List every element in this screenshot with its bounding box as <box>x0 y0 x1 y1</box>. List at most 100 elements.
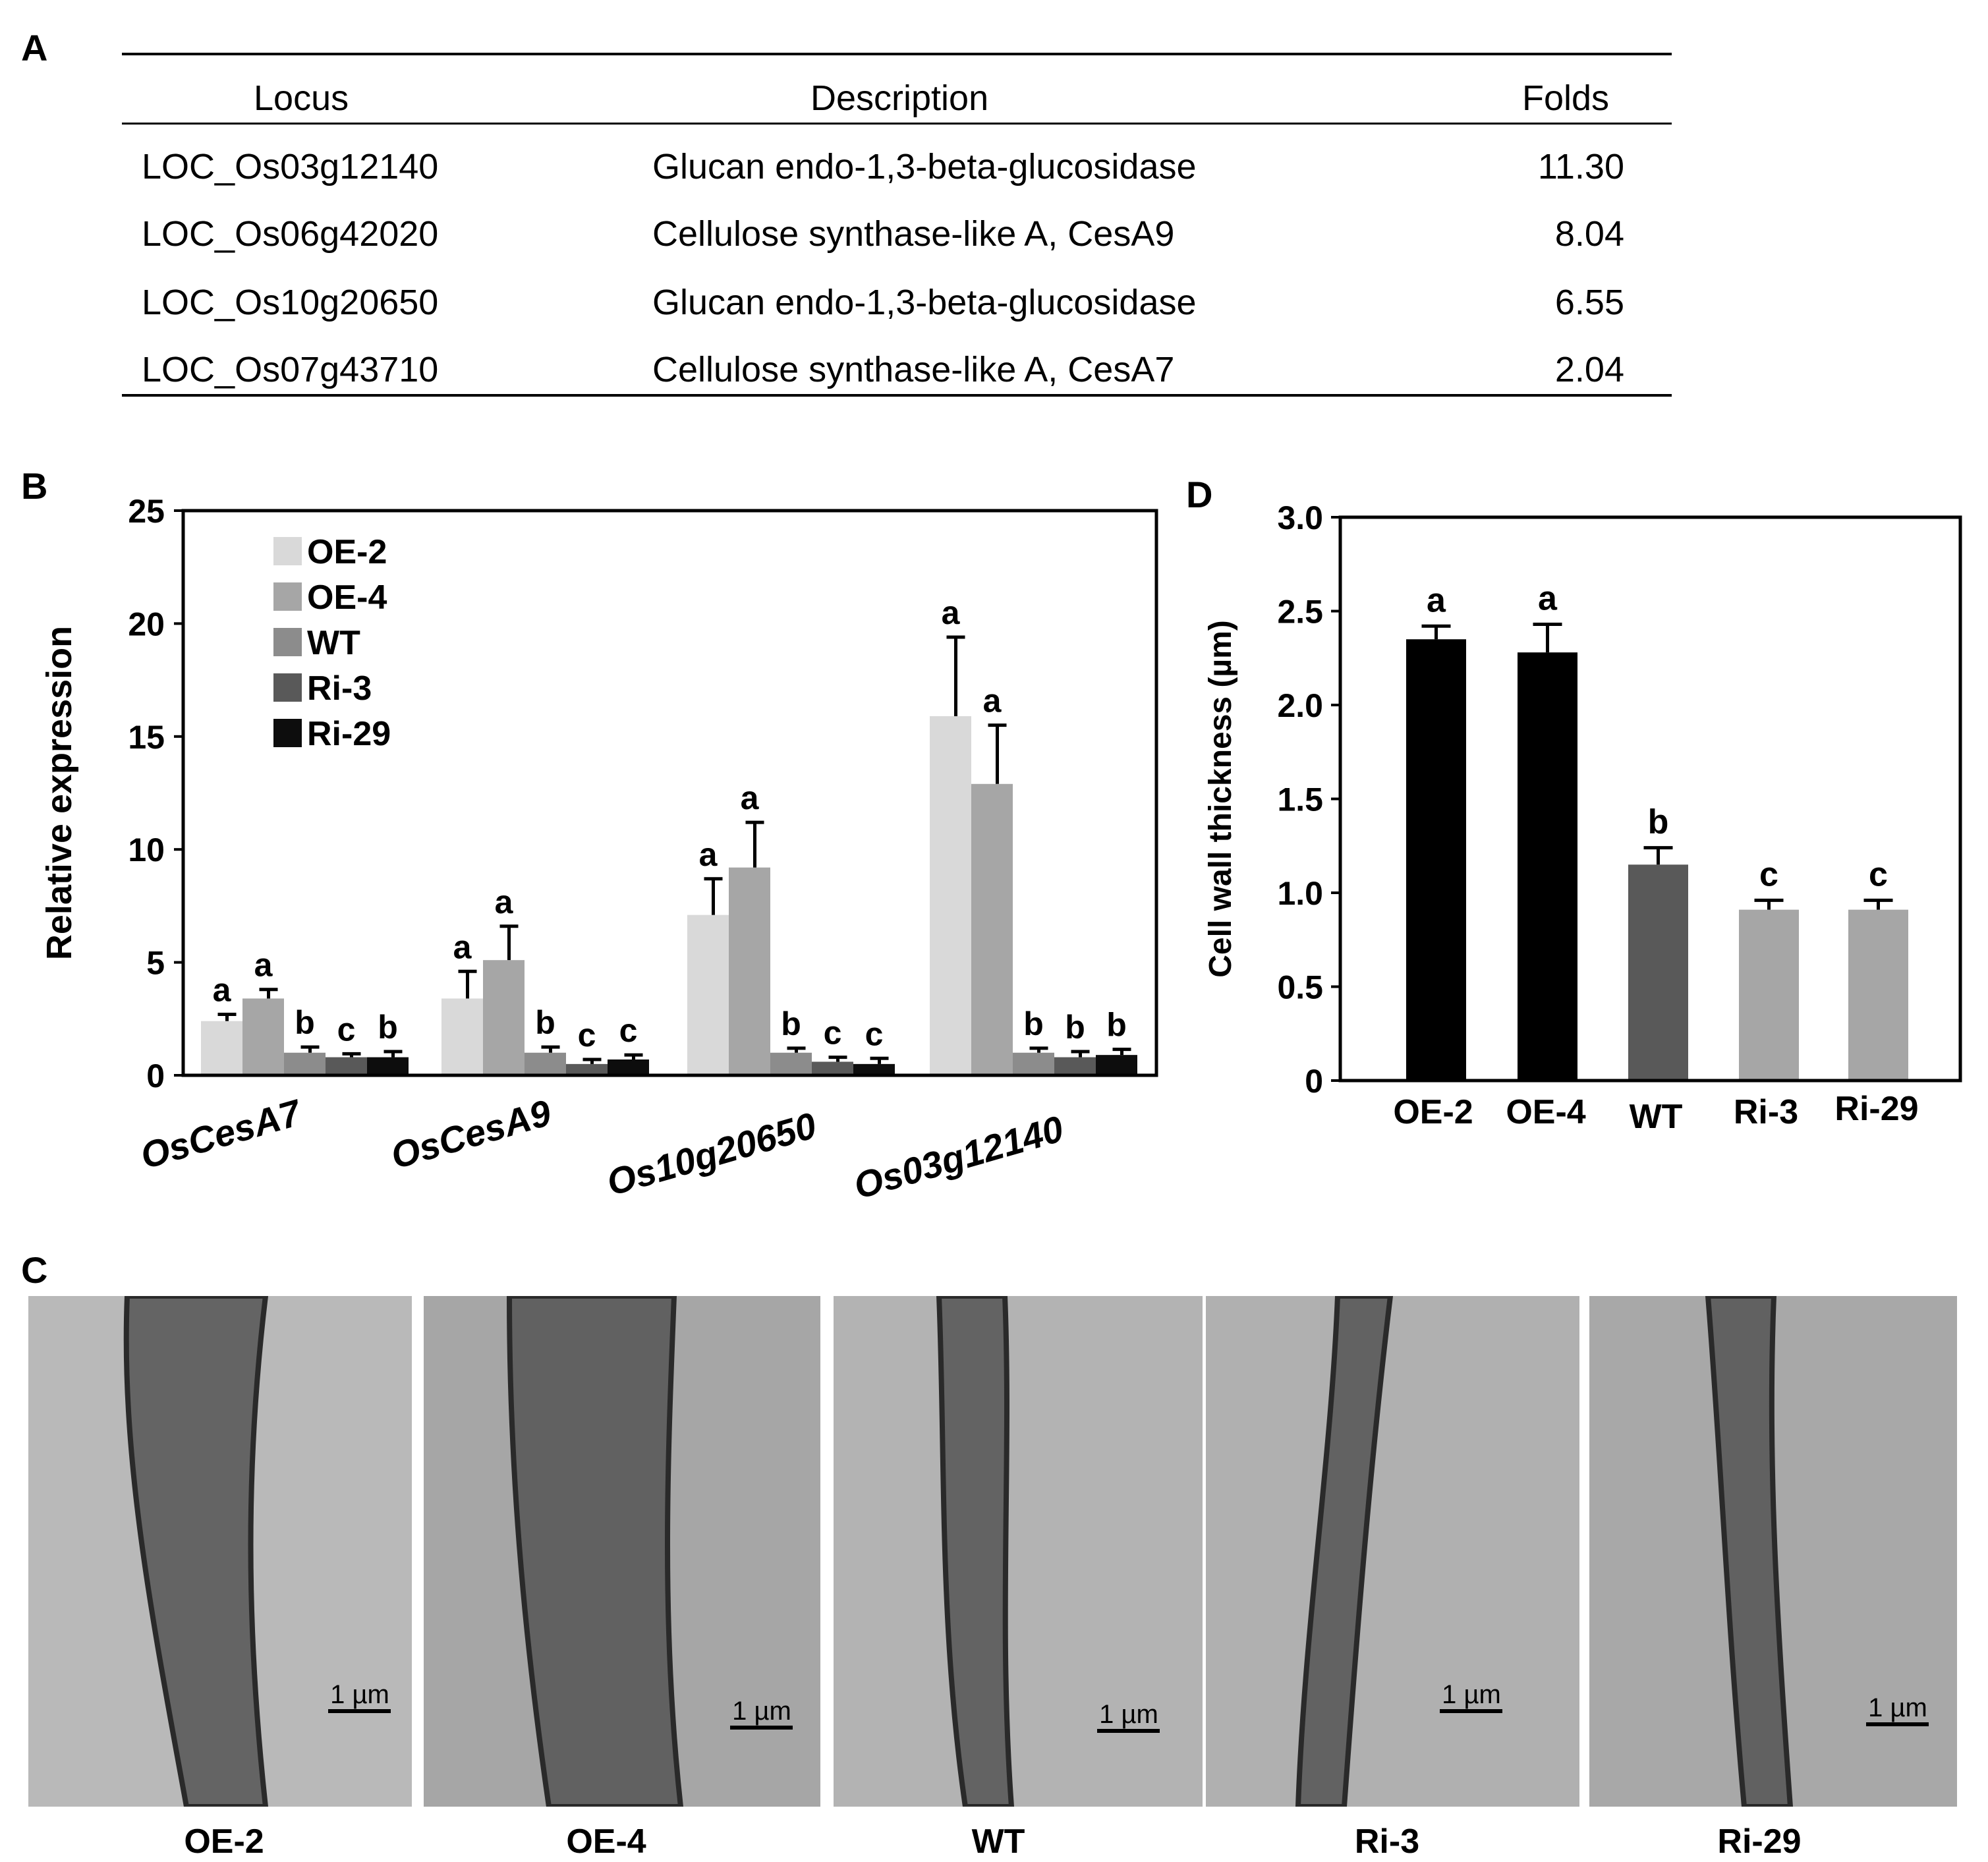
legend-swatch-oe-2 <box>273 537 302 565</box>
scale-bar-label: 1 µm <box>1442 1680 1501 1709</box>
cell-wall <box>126 1296 266 1807</box>
significance-letter: b <box>1065 1009 1085 1046</box>
cell-wall <box>939 1296 1011 1807</box>
table-cell-folds: 2.04 <box>1554 350 1624 389</box>
scale-bar-label: 1 µm <box>1868 1693 1927 1722</box>
significance-letter: a <box>453 928 472 965</box>
y-tick-label: 1.5 <box>1277 781 1323 818</box>
bar-ri-29 <box>1096 1055 1137 1075</box>
micrograph-wt: 1 µm <box>834 1296 1203 1807</box>
cell-wall <box>1708 1296 1790 1807</box>
cell-wall-thickness-chart: 0 0.5 1.0 1.5 2.0 2.5 3.0 Cell wall thickness (… <box>1203 499 1962 1133</box>
micrograph-image: 1 µm <box>123 1296 391 1807</box>
plot-frame <box>1338 515 1962 1083</box>
bar-oe-2 <box>441 998 483 1075</box>
significance-letter: a <box>1538 579 1558 617</box>
bar-wt <box>284 1052 326 1075</box>
y-tick-label: 0 <box>1305 1063 1323 1100</box>
bar-ri-3 <box>1054 1057 1096 1075</box>
micrograph-label: OE-4 <box>566 1822 646 1861</box>
y-tick-label: 2.5 <box>1277 594 1323 631</box>
table-cell-locus: LOC_Os06g42020 <box>142 214 439 254</box>
cell-wall-edge <box>1295 1296 1394 1807</box>
micrograph-image: 1 µm <box>936 1296 1160 1807</box>
y-tick-label: 1.0 <box>1277 875 1323 912</box>
bar-ri-3 <box>812 1061 853 1075</box>
y-tick-label: 0.5 <box>1277 969 1323 1006</box>
bar-oe-4 <box>483 960 525 1075</box>
bar <box>1406 639 1466 1081</box>
micrograph-image: 1 µm <box>1705 1296 1929 1807</box>
table-cell-description: Cellulose synthase-like A, CesA7 <box>652 350 1175 389</box>
significance-letter: c <box>619 1012 638 1049</box>
scale-bar-label: 1 µm <box>330 1680 389 1709</box>
micrograph-label: Ri-29 <box>1717 1822 1802 1861</box>
legend-swatch-oe-4 <box>273 582 302 611</box>
micrograph-label: WT <box>971 1822 1025 1861</box>
cell-wall <box>509 1296 681 1807</box>
legend-label: OE-2 <box>307 533 387 571</box>
micrograph-label: Ri-3 <box>1354 1822 1420 1861</box>
table-cell-description: Cellulose synthase-like A, CesA9 <box>652 214 1175 254</box>
table-top-rule <box>122 53 1672 55</box>
legend-label: Ri-3 <box>307 669 372 708</box>
y-tick-label: 3.0 <box>1277 499 1323 536</box>
scale-bar-label: 1 µm <box>1099 1700 1158 1729</box>
table-cell-folds: 6.55 <box>1554 283 1624 322</box>
y-tick-label: 0 <box>146 1058 165 1094</box>
significance-letter: b <box>378 1009 398 1046</box>
significance-letter: a <box>983 683 1002 719</box>
table-cell-folds: 8.04 <box>1554 214 1624 254</box>
y-tick-label: 20 <box>128 606 165 642</box>
significance-letter: c <box>578 1017 596 1054</box>
bar-ri-3 <box>326 1057 367 1075</box>
y-tick-label: 2.0 <box>1277 687 1323 724</box>
micrograph-image: 1 µm <box>1295 1296 1502 1807</box>
x-category-label: OsCesA7 <box>136 1091 306 1177</box>
scale-bar-label: 1 µm <box>732 1697 791 1726</box>
legend-swatch-wt <box>273 628 302 656</box>
table-cell-locus: LOC_Os10g20650 <box>142 283 439 322</box>
significance-letter: c <box>1759 855 1778 893</box>
significance-letter: b <box>295 1004 315 1041</box>
micrograph-image: 1 µm <box>506 1296 793 1807</box>
bar-oe-2 <box>201 1021 242 1075</box>
x-category-label: WT <box>1630 1098 1683 1133</box>
x-category-label: Ri-29 <box>1834 1090 1918 1128</box>
bar-wt <box>770 1052 812 1075</box>
y-tick-label: 15 <box>128 719 165 756</box>
significance-letter: b <box>1023 1005 1044 1042</box>
panel-label-a: A <box>21 27 48 69</box>
micrograph-oe-2: 1 µm <box>28 1296 412 1807</box>
y-tick-label: 25 <box>128 493 165 530</box>
panel-label-b: B <box>21 465 48 507</box>
bar <box>1848 909 1908 1081</box>
y-tick-label: 10 <box>128 832 165 868</box>
bar <box>1518 652 1577 1081</box>
cell-wall-edge <box>123 1296 269 1807</box>
significance-letter: a <box>213 971 232 1008</box>
significance-letter: c <box>824 1015 842 1052</box>
bar <box>1628 864 1688 1081</box>
significance-letter: a <box>699 836 718 873</box>
table-header-folds: Folds <box>1522 78 1610 118</box>
significance-letter: a <box>254 947 273 984</box>
legend-label: WT <box>307 624 360 662</box>
bar <box>1739 909 1799 1081</box>
significance-letter: a <box>495 884 514 920</box>
cell-wall-edge <box>936 1296 1015 1807</box>
bar-oe-2 <box>687 915 729 1075</box>
significance-letter: c <box>1869 855 1888 893</box>
table-cell-folds: 11.30 <box>1537 147 1624 186</box>
y-tick-label: 5 <box>146 945 165 982</box>
significance-letter: c <box>337 1011 356 1048</box>
legend-swatch-ri-29 <box>273 719 302 747</box>
cell-wall <box>1298 1296 1390 1807</box>
x-category-label: OsCesA9 <box>386 1092 555 1177</box>
table-header-rule <box>122 123 1672 125</box>
significance-letter: a <box>741 779 760 816</box>
x-category-label: Os10g20650 <box>602 1104 821 1199</box>
bar-wt <box>525 1052 566 1075</box>
table-header-description: Description <box>810 78 989 118</box>
